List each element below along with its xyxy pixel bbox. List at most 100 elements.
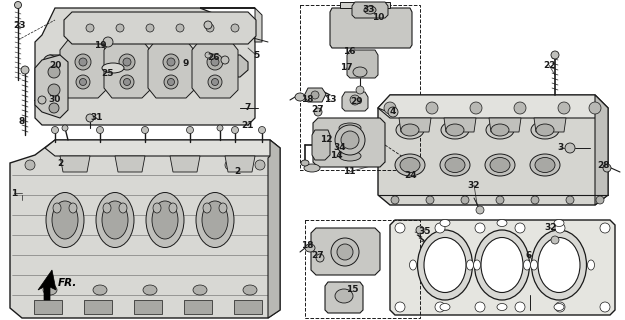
- Text: 32: 32: [545, 223, 558, 233]
- Ellipse shape: [219, 203, 227, 213]
- Ellipse shape: [538, 237, 580, 292]
- Ellipse shape: [474, 230, 529, 300]
- Ellipse shape: [486, 121, 514, 139]
- Polygon shape: [378, 95, 608, 205]
- Ellipse shape: [143, 285, 157, 295]
- Ellipse shape: [531, 121, 559, 139]
- Circle shape: [186, 126, 194, 133]
- Polygon shape: [534, 118, 566, 132]
- Ellipse shape: [440, 154, 470, 176]
- Polygon shape: [148, 40, 194, 98]
- Ellipse shape: [243, 285, 257, 295]
- Polygon shape: [115, 156, 145, 172]
- Circle shape: [603, 164, 611, 172]
- Polygon shape: [352, 2, 388, 18]
- Ellipse shape: [497, 220, 507, 227]
- Ellipse shape: [103, 203, 111, 213]
- Polygon shape: [192, 40, 238, 98]
- Ellipse shape: [554, 303, 564, 310]
- Ellipse shape: [96, 193, 134, 247]
- Text: 9: 9: [183, 59, 189, 68]
- Bar: [184, 300, 212, 314]
- Circle shape: [207, 54, 223, 70]
- Ellipse shape: [490, 157, 510, 172]
- Circle shape: [167, 58, 175, 66]
- Text: 35: 35: [419, 228, 431, 236]
- Circle shape: [225, 160, 235, 170]
- Ellipse shape: [531, 260, 538, 270]
- Polygon shape: [330, 8, 412, 48]
- Ellipse shape: [445, 157, 465, 172]
- Polygon shape: [10, 140, 280, 318]
- Polygon shape: [340, 2, 390, 8]
- Text: 5: 5: [253, 51, 259, 60]
- Circle shape: [62, 125, 68, 131]
- Polygon shape: [347, 50, 378, 78]
- Text: 4: 4: [390, 107, 396, 116]
- Ellipse shape: [418, 230, 472, 300]
- Circle shape: [125, 160, 135, 170]
- Polygon shape: [378, 95, 608, 118]
- Ellipse shape: [531, 230, 586, 300]
- Ellipse shape: [364, 6, 376, 14]
- Polygon shape: [399, 118, 431, 132]
- Text: FR.: FR.: [58, 278, 78, 288]
- Ellipse shape: [497, 303, 507, 310]
- Ellipse shape: [554, 220, 564, 227]
- Ellipse shape: [295, 93, 305, 101]
- Ellipse shape: [169, 203, 177, 213]
- Polygon shape: [60, 156, 90, 172]
- Text: 12: 12: [320, 135, 332, 145]
- Polygon shape: [170, 156, 200, 172]
- Ellipse shape: [401, 124, 419, 136]
- Ellipse shape: [530, 154, 560, 176]
- Ellipse shape: [424, 237, 466, 292]
- Circle shape: [231, 126, 239, 133]
- Circle shape: [311, 91, 319, 99]
- Text: 29: 29: [351, 98, 363, 107]
- Text: 28: 28: [597, 161, 609, 170]
- Circle shape: [565, 143, 575, 153]
- Circle shape: [255, 160, 265, 170]
- Text: 31: 31: [91, 114, 103, 123]
- Circle shape: [596, 196, 604, 204]
- Circle shape: [86, 114, 94, 122]
- Ellipse shape: [536, 124, 554, 136]
- Circle shape: [551, 236, 559, 244]
- Text: 27: 27: [312, 251, 324, 260]
- Polygon shape: [104, 40, 150, 98]
- Circle shape: [120, 75, 134, 89]
- Polygon shape: [595, 95, 608, 205]
- Circle shape: [168, 78, 174, 85]
- Text: 32: 32: [468, 180, 480, 189]
- Text: 2: 2: [57, 158, 63, 167]
- Circle shape: [259, 126, 266, 133]
- Circle shape: [356, 86, 364, 94]
- Ellipse shape: [485, 154, 515, 176]
- Circle shape: [141, 126, 149, 133]
- Ellipse shape: [524, 260, 531, 270]
- Circle shape: [514, 102, 526, 114]
- Circle shape: [103, 37, 113, 47]
- Ellipse shape: [93, 285, 107, 295]
- Text: 19: 19: [94, 42, 106, 51]
- Ellipse shape: [409, 260, 416, 270]
- Ellipse shape: [474, 260, 481, 270]
- Polygon shape: [311, 228, 380, 275]
- Text: 27: 27: [312, 106, 324, 115]
- Ellipse shape: [440, 220, 450, 227]
- Ellipse shape: [305, 244, 315, 252]
- Bar: [134, 300, 162, 314]
- Circle shape: [555, 223, 565, 233]
- Ellipse shape: [119, 203, 127, 213]
- Circle shape: [86, 24, 94, 32]
- Ellipse shape: [491, 124, 509, 136]
- Ellipse shape: [341, 131, 359, 149]
- Circle shape: [435, 223, 445, 233]
- Circle shape: [461, 196, 469, 204]
- Circle shape: [38, 96, 46, 104]
- Circle shape: [116, 24, 124, 32]
- Ellipse shape: [203, 203, 211, 213]
- Ellipse shape: [331, 238, 359, 266]
- Ellipse shape: [152, 201, 178, 239]
